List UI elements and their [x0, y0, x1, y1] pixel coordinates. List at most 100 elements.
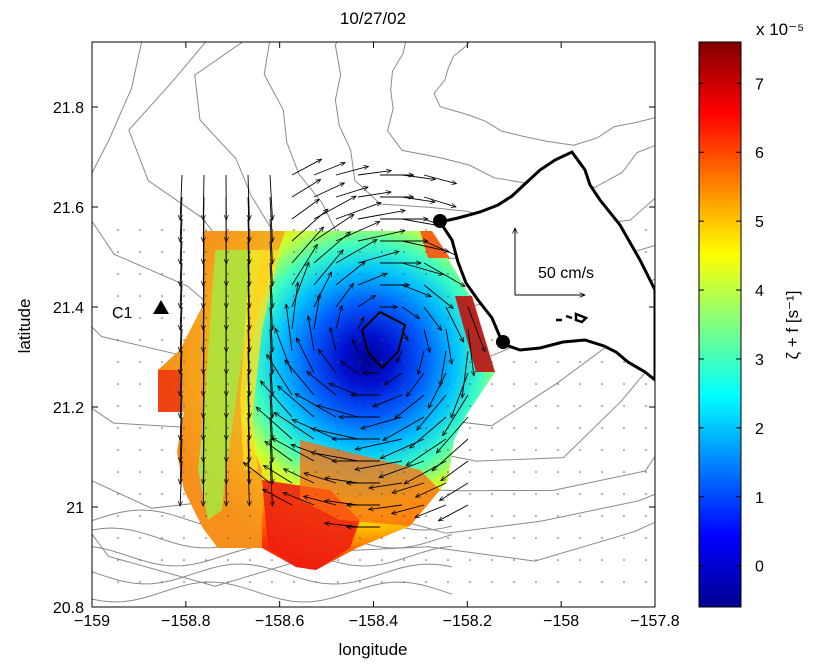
grid-dot — [139, 339, 141, 341]
velocity-arrow — [392, 504, 425, 514]
grid-dot — [183, 515, 185, 517]
grid-dot — [227, 295, 229, 297]
grid-dot — [403, 537, 405, 539]
vorticity-field — [158, 231, 495, 570]
velocity-arrow — [243, 463, 271, 484]
velocity-arrow — [248, 372, 249, 418]
colorbar-tick-label: 0 — [755, 559, 764, 576]
grid-dot — [359, 471, 361, 473]
y-axis-label: latitude — [15, 299, 34, 354]
velocity-arrow — [313, 272, 333, 308]
grid-dot — [293, 405, 295, 407]
grid-dot — [601, 383, 603, 385]
grid-dot — [601, 405, 603, 407]
velocity-arrow — [401, 262, 443, 275]
grid-dot — [403, 405, 405, 407]
velocity-arrow — [269, 262, 273, 308]
grid-dot — [381, 449, 383, 451]
velocity-arrow — [180, 174, 182, 220]
grid-dot — [249, 471, 251, 473]
velocity-arrow — [401, 196, 435, 202]
grid-dot — [557, 515, 559, 517]
grid-dot — [161, 273, 163, 275]
grid-dot — [425, 427, 427, 429]
velocity-arrow — [269, 284, 273, 330]
grid-dot — [557, 383, 559, 385]
velocity-arrow — [304, 496, 337, 506]
grid-dot — [557, 537, 559, 539]
velocity-arrow — [317, 405, 359, 418]
grid-dot — [139, 273, 141, 275]
x-tick-label: −158.8 — [161, 613, 210, 630]
grid-dot — [579, 471, 581, 473]
grid-dot — [403, 383, 405, 385]
grid-dot — [469, 493, 471, 495]
velocity-arrow — [401, 306, 420, 319]
grid-dot — [227, 273, 229, 275]
grid-dot — [315, 295, 317, 297]
grid-dot — [161, 493, 163, 495]
velocity-arrow — [313, 214, 354, 242]
grid-dot — [469, 449, 471, 451]
grid-dot — [491, 515, 493, 517]
grid-dot — [403, 251, 405, 253]
grid-dot — [425, 229, 427, 231]
velocity-arrow — [441, 460, 469, 481]
velocity-arrow — [335, 262, 365, 286]
grid-dot — [513, 515, 515, 517]
velocity-arrow — [295, 394, 337, 418]
grid-dot — [447, 537, 449, 539]
grid-dot — [513, 471, 515, 473]
grid-dot — [623, 383, 625, 385]
velocity-arrow — [462, 350, 469, 398]
grid-dot — [315, 537, 317, 539]
grid-dot — [491, 493, 493, 495]
grid-dot — [227, 361, 229, 363]
grid-dot — [381, 361, 383, 363]
velocity-arrow — [308, 316, 315, 352]
x-tick-label: −158.4 — [349, 613, 398, 630]
grid-dot — [359, 515, 361, 517]
velocity-arrow — [313, 163, 345, 176]
grid-dot — [117, 251, 119, 253]
grid-dot — [403, 339, 405, 341]
grid-dot — [579, 581, 581, 583]
grid-dot — [381, 471, 383, 473]
velocity-arrow — [383, 416, 425, 441]
grid-dot — [249, 405, 251, 407]
grid-dot — [491, 537, 493, 539]
velocity-vectors — [180, 159, 485, 527]
grid-dot — [469, 471, 471, 473]
grid-dot — [579, 515, 581, 517]
velocity-arrow — [467, 328, 474, 376]
grid-dot — [601, 449, 603, 451]
grid-dot — [183, 471, 185, 473]
grid-dot — [359, 251, 361, 253]
grid-dot — [337, 471, 339, 473]
grid-dot — [293, 251, 295, 253]
grid-dot — [227, 559, 229, 561]
grid-dot — [359, 383, 361, 385]
station-label: C1 — [112, 305, 133, 322]
grid-dot — [271, 537, 273, 539]
colorbar-ticks: 0 1 2 3 4 5 6 7 — [699, 76, 764, 576]
velocity-arrow — [269, 394, 273, 440]
velocity-arrow — [248, 196, 249, 242]
grid-dot — [381, 427, 383, 429]
grid-dot — [491, 405, 493, 407]
velocity-arrow — [313, 294, 320, 330]
velocity-arrow — [423, 328, 430, 353]
grid-dot — [227, 471, 229, 473]
grid-dot — [337, 559, 339, 561]
velocity-arrow — [355, 460, 403, 470]
velocity-arrow — [423, 262, 465, 287]
velocity-arrow — [357, 231, 405, 242]
grid-dot — [491, 361, 493, 363]
grid-dot — [425, 537, 427, 539]
grid-dot — [117, 339, 119, 341]
grid-dot — [337, 251, 339, 253]
grid-dot — [491, 581, 493, 583]
velocity-arrow — [423, 306, 442, 331]
grid-dot — [337, 537, 339, 539]
grid-dot — [293, 295, 295, 297]
